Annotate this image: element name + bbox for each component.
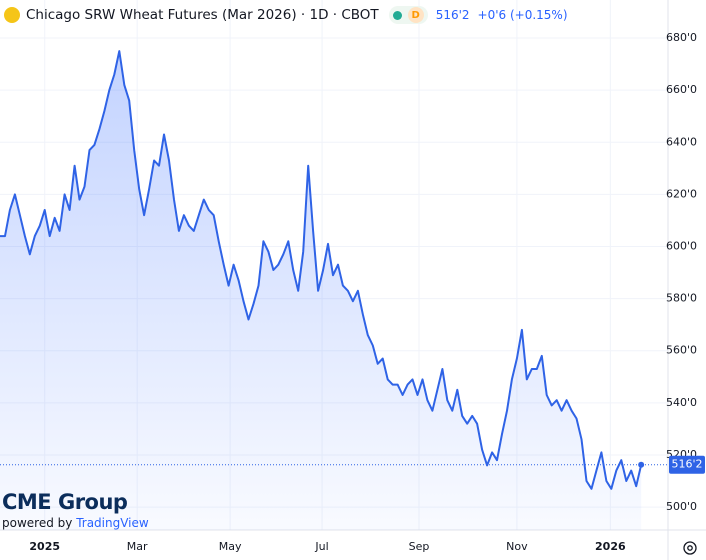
y-tick-label: 560'0 [666,344,697,357]
y-tick-label: 620'0 [666,187,697,200]
y-tick-label: 640'0 [666,135,697,148]
header: Chicago SRW Wheat Futures (Mar 2026) · 1… [4,4,568,26]
x-tick-label: May [219,540,242,553]
y-tick-label: 580'0 [666,292,697,305]
last-point [638,461,645,468]
y-tick-label: 660'0 [666,83,697,96]
x-tick-label: 2026 [595,540,626,553]
last-price: 516'2 [435,8,470,22]
price-tag-label: 516'2 [671,458,702,471]
powered-name: TradingView [76,516,149,530]
market-dot [392,10,402,20]
symbol-title[interactable]: Chicago SRW Wheat Futures (Mar 2026) · 1… [26,7,379,23]
gear-ring [683,541,697,555]
branding[interactable]: CME Group powered by TradingView [2,490,149,530]
x-tick-label: Nov [506,540,528,553]
price-tag-bg [669,455,705,474]
symbol-icon [4,7,20,23]
interval-badge: D [407,7,424,23]
x-tick-label: 2025 [29,540,60,553]
powered-text: powered by [2,516,73,530]
x-tick-label: Jul [314,540,328,553]
y-tick-label: 680'0 [666,31,697,44]
y-tick-label: 540'0 [666,396,697,409]
brand-name: CME Group [2,490,128,514]
area-fill [0,51,642,530]
y-tick-label: 500'0 [666,500,697,513]
status-pill: D [388,6,428,24]
price-line [0,50,643,490]
x-tick-label: Mar [127,540,148,553]
gear-hub [687,545,693,551]
settings-icon[interactable] [683,541,697,555]
price-change: +0'6 (+0.15%) [477,8,568,22]
y-tick-label: 600'0 [666,239,697,252]
powered-by: powered by TradingView [2,516,149,530]
x-tick-label: Sep [409,540,430,553]
